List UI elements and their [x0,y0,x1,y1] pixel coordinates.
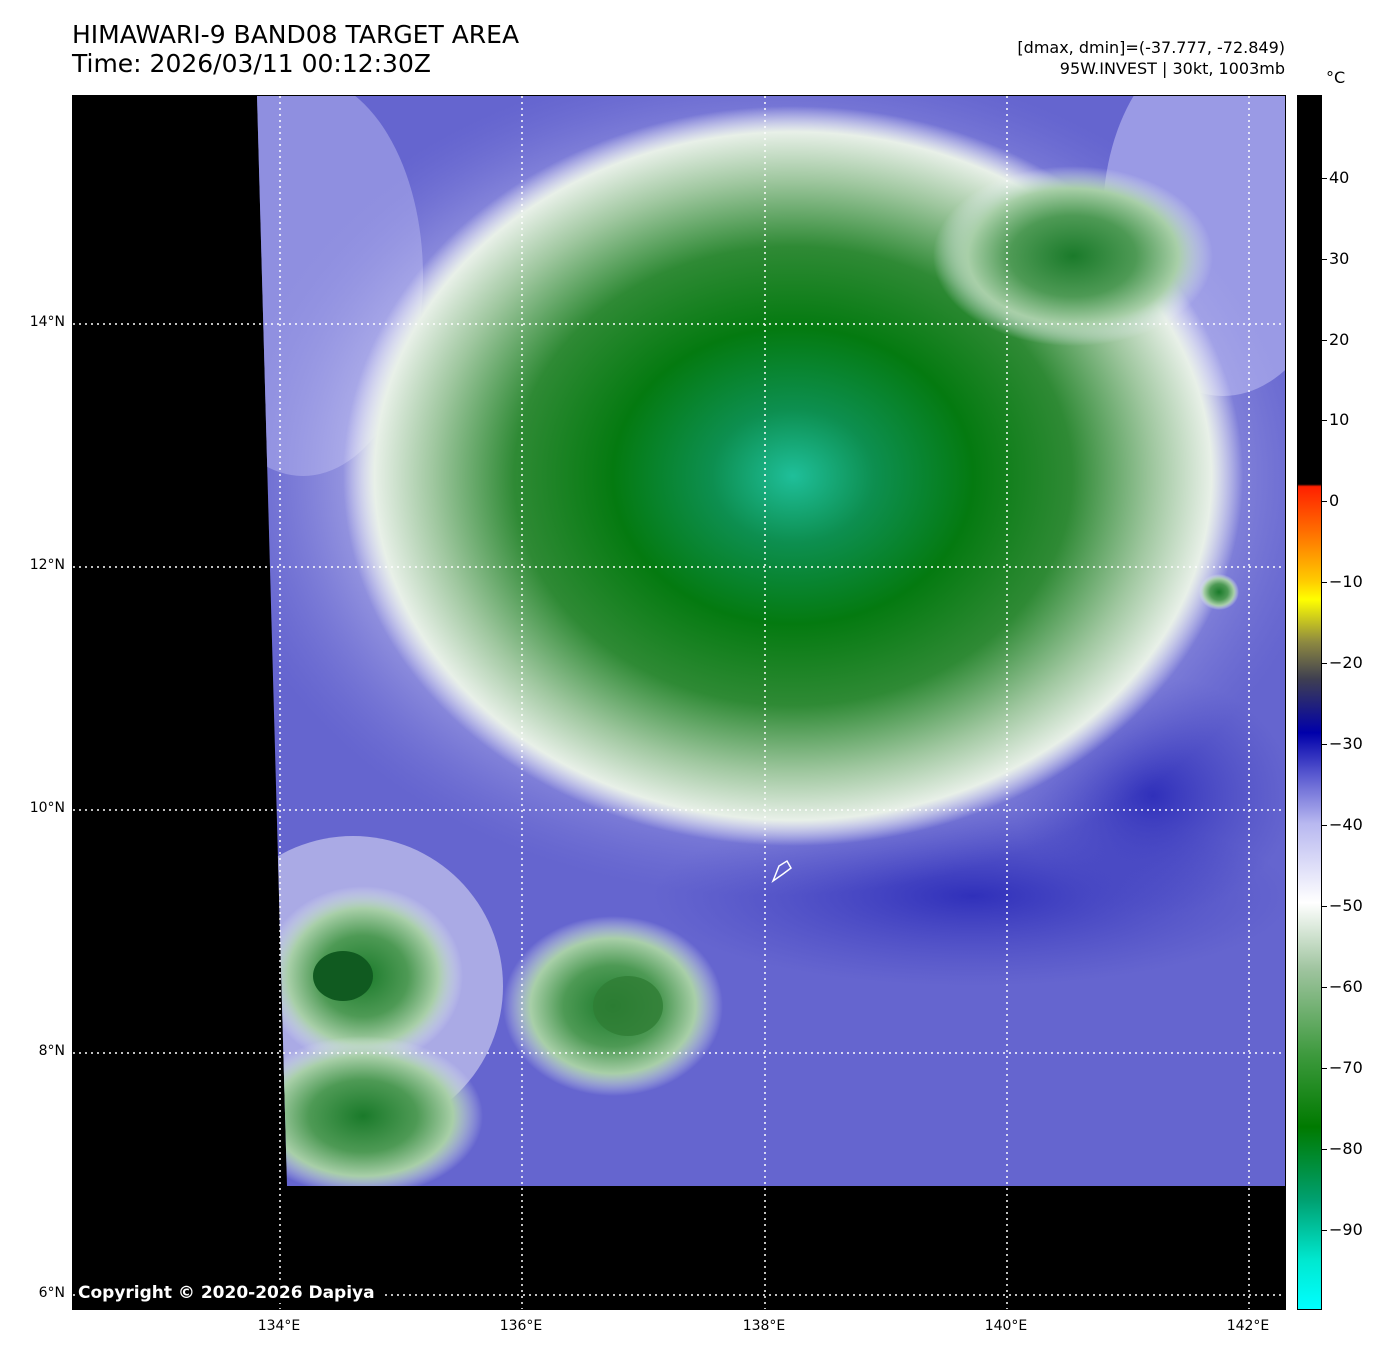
lat-label-8n: 8°N [38,1043,65,1059]
lat-label-14n: 14°N [29,314,65,330]
cbar-label-40: 40 [1329,168,1350,187]
lon-label-142e: 142°E [1226,1318,1270,1334]
cbar-label-minus50: −50 [1329,896,1363,915]
time-text: Time: 2026/03/11 00:12:30Z [72,49,431,78]
lat-label-10n: 10°N [29,800,65,816]
cbar-label-minus20: −20 [1329,653,1363,672]
lat-label-12n: 12°N [29,557,65,573]
satellite-map: Copyright © 2020-2026 Dapiya [72,95,1286,1310]
cbar-label-minus30: −30 [1329,734,1363,753]
figure-title: HIMAWARI-9 BAND08 TARGET AREA Time: 2026… [72,20,519,78]
lon-label-138e: 138°E [742,1318,786,1334]
lon-label-136e: 136°E [499,1318,543,1334]
cbar-label-minus80: −80 [1329,1139,1363,1158]
cbar-label-minus70: −70 [1329,1058,1363,1077]
cbar-label-30: 30 [1329,249,1350,268]
copyright-text: Copyright © 2020-2026 Dapiya [78,1283,381,1303]
cbar-label-minus90: −90 [1329,1220,1363,1239]
dmax-dmin-text: [dmax, dmin]=(-37.777, -72.849) [1017,38,1285,57]
lon-label-140e: 140°E [984,1318,1028,1334]
graticule [73,96,1285,1309]
island-outline [771,859,792,884]
cbar-label-20: 20 [1329,330,1350,349]
lon-label-134e: 134°E [257,1318,301,1334]
lat-label-6n: 6°N [38,1285,65,1301]
figure-meta: [dmax, dmin]=(-37.777, -72.849) 95W.INVE… [1017,37,1285,79]
cbar-label-0: 0 [1329,491,1340,510]
cbar-label-minus10: −10 [1329,572,1363,591]
colorbar [1297,95,1322,1310]
cbar-label-minus60: −60 [1329,977,1363,996]
satellite-image [73,96,1285,1309]
title-text: HIMAWARI-9 BAND08 TARGET AREA [72,20,520,49]
colorbar-unit: °C [1326,68,1346,87]
cbar-label-minus40: −40 [1329,815,1363,834]
cbar-label-10: 10 [1329,410,1350,429]
storm-info-text: 95W.INVEST | 30kt, 1003mb [1059,59,1285,78]
